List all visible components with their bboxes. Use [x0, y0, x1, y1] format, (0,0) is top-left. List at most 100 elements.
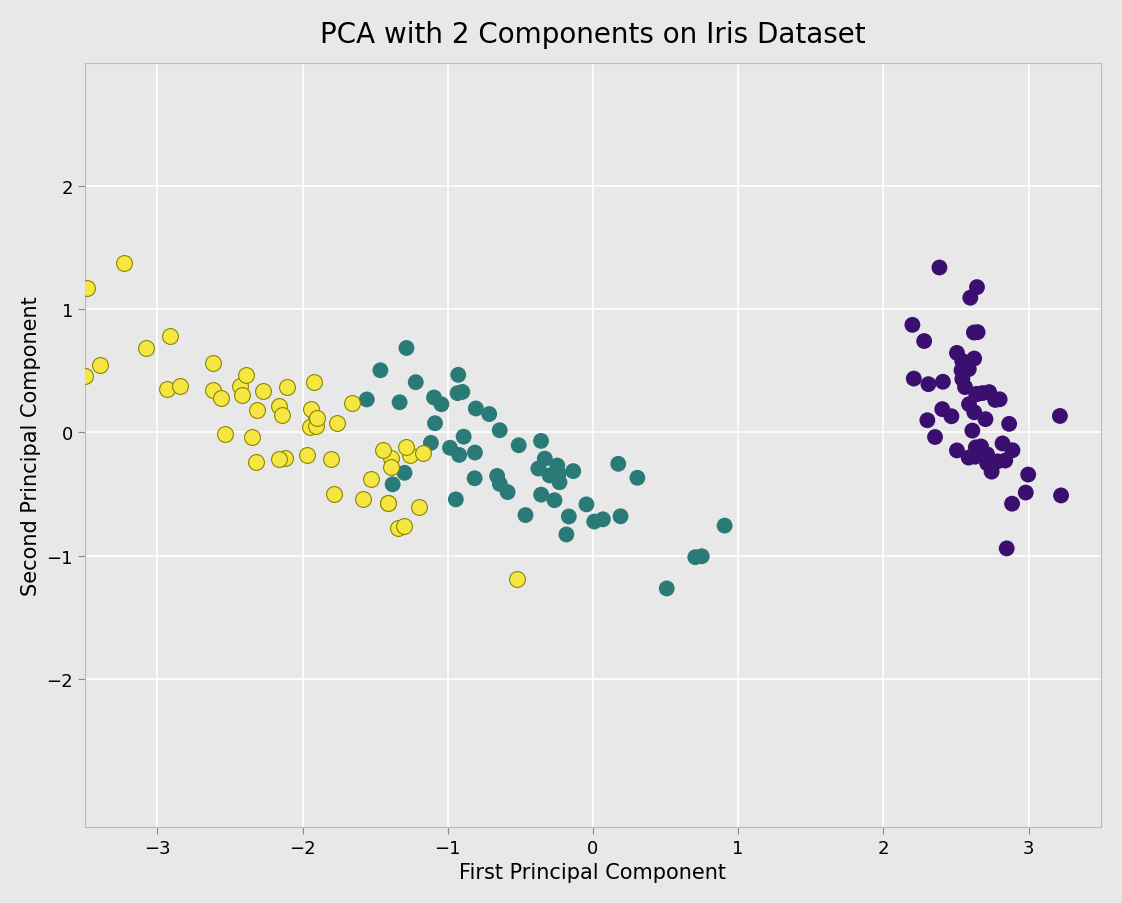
versicolor	[432, 397, 450, 412]
virginica	[307, 420, 325, 434]
X-axis label: First Principal Component: First Principal Component	[460, 862, 726, 882]
virginica	[242, 431, 260, 445]
versicolor	[449, 386, 467, 401]
virginica	[383, 461, 401, 475]
virginica	[402, 448, 420, 462]
virginica	[305, 376, 323, 390]
setosa	[926, 431, 944, 445]
versicolor	[384, 478, 402, 492]
setosa	[956, 380, 974, 395]
virginica	[328, 416, 346, 431]
virginica	[278, 380, 296, 395]
virginica	[276, 452, 294, 466]
versicolor	[578, 498, 596, 512]
virginica	[378, 497, 396, 511]
versicolor	[549, 459, 567, 473]
virginica	[342, 396, 360, 410]
versicolor	[532, 488, 550, 502]
setosa	[904, 372, 922, 386]
setosa	[976, 413, 994, 427]
versicolor	[611, 509, 629, 524]
virginica	[204, 357, 222, 371]
setosa	[916, 334, 934, 349]
setosa	[996, 454, 1014, 469]
versicolor	[716, 519, 734, 534]
setosa	[1017, 486, 1034, 500]
setosa	[954, 354, 972, 368]
setosa	[1052, 489, 1070, 503]
versicolor	[692, 549, 710, 563]
versicolor	[509, 439, 527, 453]
setosa	[981, 386, 999, 400]
versicolor	[657, 582, 675, 596]
virginica	[231, 379, 249, 394]
setosa	[968, 281, 986, 295]
virginica	[508, 573, 526, 587]
setosa	[972, 440, 990, 454]
setosa	[994, 437, 1012, 452]
virginica	[172, 379, 190, 394]
versicolor	[426, 416, 444, 431]
setosa	[934, 403, 951, 417]
versicolor	[488, 470, 506, 484]
setosa	[948, 443, 966, 458]
virginica	[297, 448, 315, 462]
setosa	[965, 326, 983, 340]
virginica	[137, 341, 155, 356]
versicolor	[422, 436, 440, 451]
virginica	[237, 368, 255, 383]
versicolor	[396, 466, 414, 480]
versicolor	[498, 485, 516, 499]
setosa	[1051, 409, 1069, 424]
virginica	[217, 427, 234, 442]
setosa	[934, 375, 951, 389]
setosa	[978, 448, 996, 462]
virginica	[248, 403, 266, 417]
virginica	[76, 369, 94, 384]
setosa	[959, 451, 977, 465]
versicolor	[490, 424, 508, 438]
Title: PCA with 2 Components on Iris Dataset: PCA with 2 Components on Iris Dataset	[320, 21, 866, 49]
virginica	[302, 403, 320, 417]
setosa	[966, 450, 984, 464]
setosa	[968, 387, 986, 402]
setosa	[1000, 417, 1018, 432]
virginica	[204, 384, 222, 398]
versicolor	[407, 376, 425, 390]
virginica	[301, 421, 319, 435]
setosa	[967, 387, 985, 402]
versicolor	[397, 341, 415, 356]
versicolor	[480, 407, 498, 422]
setosa	[974, 386, 992, 401]
versicolor	[467, 402, 485, 416]
virginica	[322, 452, 340, 467]
virginica	[158, 382, 176, 396]
setosa	[962, 291, 980, 305]
versicolor	[586, 515, 604, 529]
setosa	[959, 362, 977, 377]
virginica	[91, 358, 109, 372]
versicolor	[687, 550, 705, 564]
setosa	[967, 441, 985, 455]
versicolor	[441, 441, 459, 455]
virginica	[325, 488, 343, 502]
virginica	[383, 451, 401, 465]
virginica	[247, 456, 265, 470]
setosa	[918, 414, 936, 428]
virginica	[396, 440, 414, 454]
setosa	[1003, 443, 1021, 458]
versicolor	[490, 477, 508, 491]
versicolor	[449, 368, 467, 383]
virginica	[212, 392, 230, 406]
setosa	[919, 377, 937, 392]
virginica	[233, 388, 251, 403]
versicolor	[536, 452, 554, 466]
setosa	[903, 318, 921, 332]
virginica	[353, 492, 371, 507]
versicolor	[609, 457, 627, 471]
setosa	[965, 405, 983, 420]
setosa	[997, 542, 1015, 556]
virginica	[388, 521, 406, 535]
versicolor	[371, 364, 389, 378]
virginica	[254, 385, 272, 399]
